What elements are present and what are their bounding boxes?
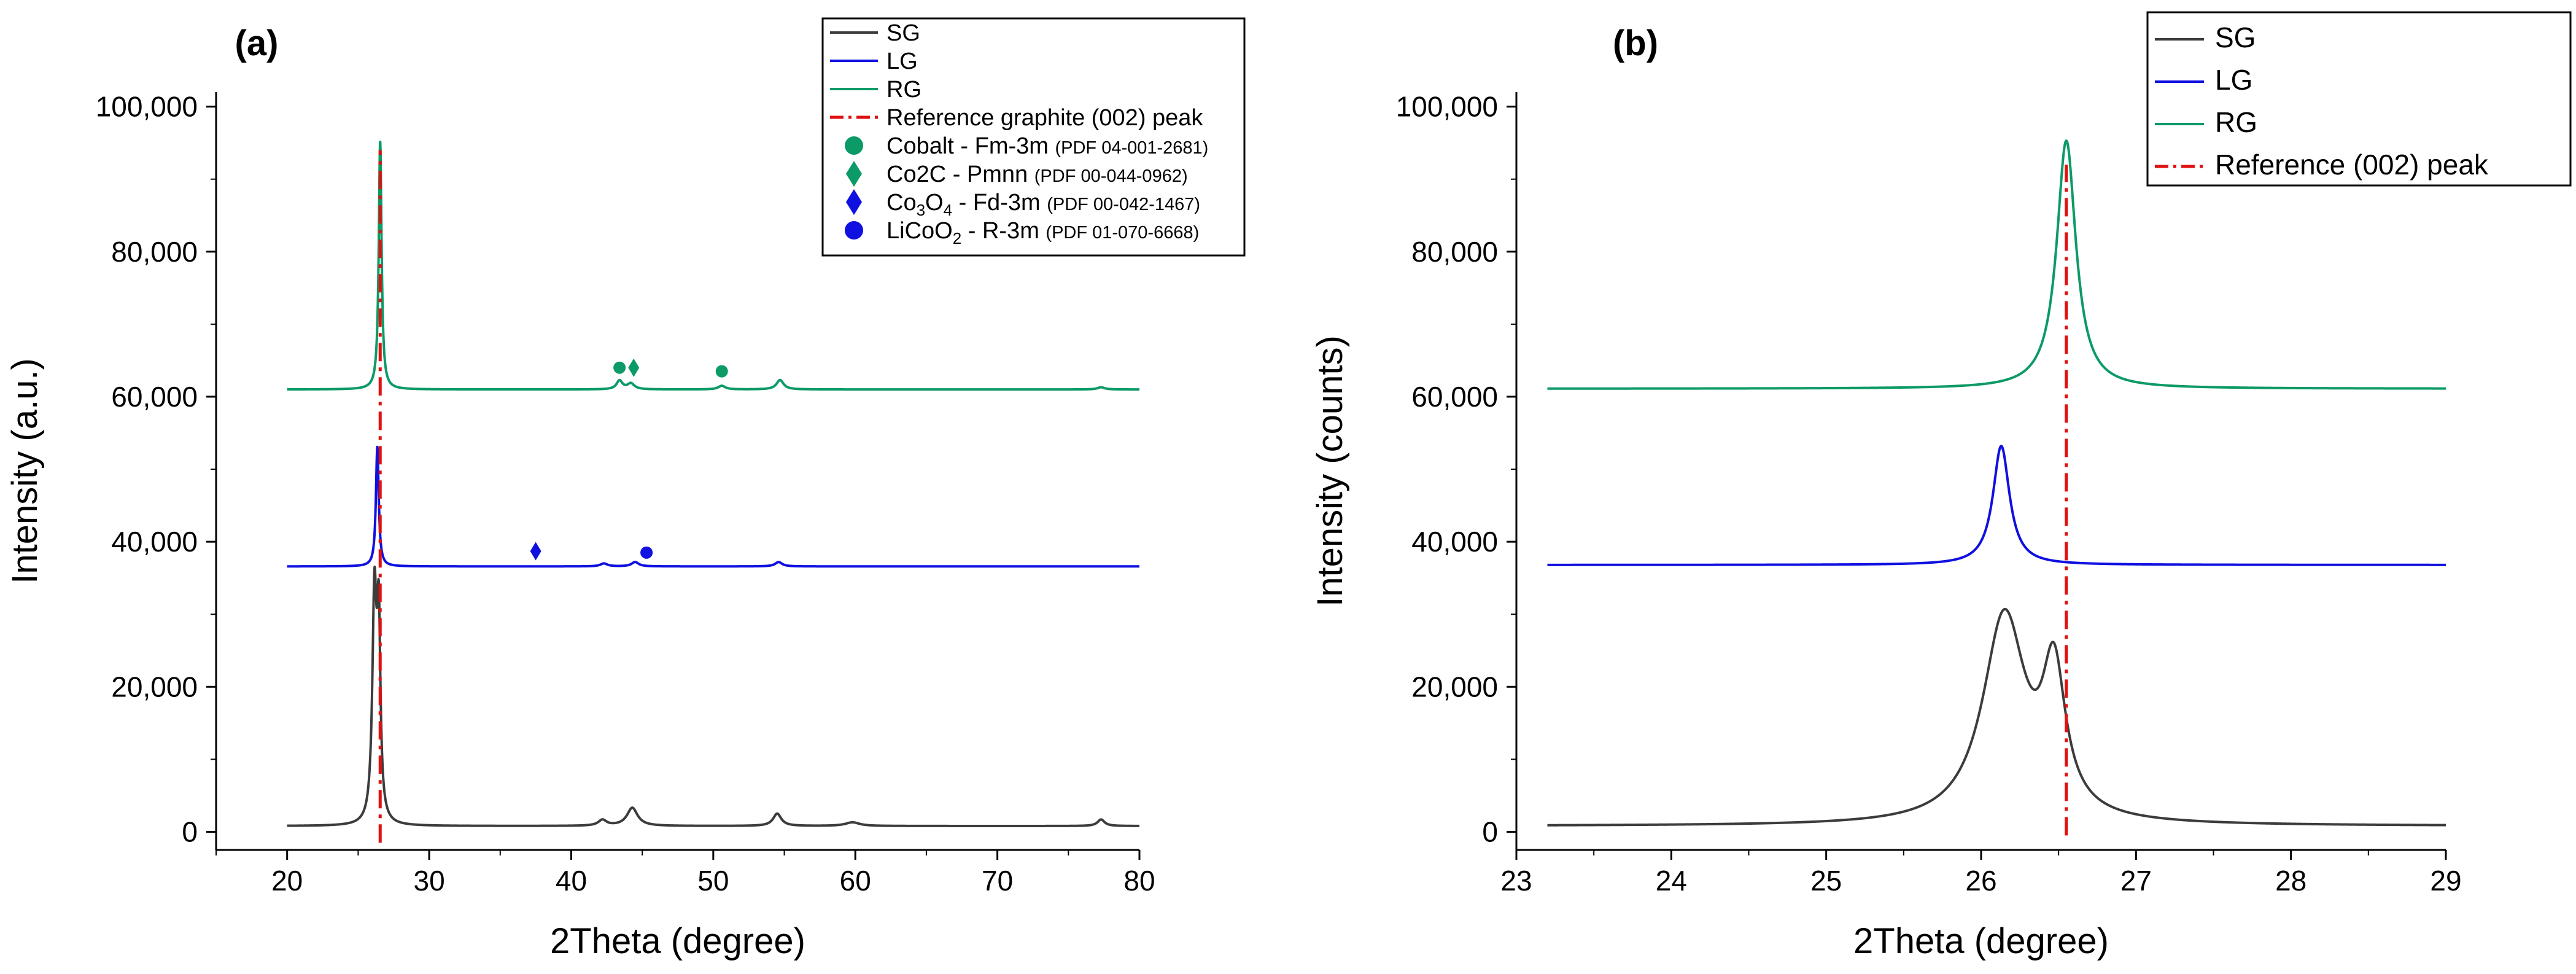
- legend-label-part: 3: [917, 201, 925, 219]
- legend-label-part: 4: [944, 201, 952, 219]
- x-tick-label: 60: [840, 865, 871, 897]
- legend-label-part: (PDF 00-042-1467): [1047, 195, 1200, 214]
- legend-label-part: LG: [2215, 64, 2252, 96]
- x-tick-label: 20: [271, 865, 303, 897]
- x-tick-label: 25: [1810, 865, 1842, 897]
- panel-a: (a) 20 30 40 50 60 70 80 0 20,000 40,000 60,000 80,0…: [5, 17, 1246, 961]
- legend: SG LG RG Reference (002) peak: [2146, 11, 2572, 187]
- legend-label-part: LiCoO: [886, 218, 953, 244]
- legend-label-part: [1049, 133, 1055, 159]
- x-tick-label: 40: [556, 865, 587, 897]
- panel-b: (b) 23 24 25 26 27 28 29 0 20,000 40,000 60,000 80,0…: [1310, 11, 2572, 961]
- y-axis-title: Intensity (a.u.): [5, 358, 45, 583]
- legend-label-part: Cobalt - Fm-3m: [886, 133, 1049, 159]
- x-tick-label: 70: [982, 865, 1013, 897]
- legend-box: [821, 17, 1246, 257]
- y-tick-label: 100,000: [96, 91, 198, 123]
- legend-label-part: (PDF 00-044-0962): [1034, 166, 1188, 186]
- x-axis-title: 2Theta (degree): [1853, 921, 2109, 961]
- legend-label-part: Co2C - Pmnn: [886, 162, 1028, 187]
- series-sg-line: [1546, 607, 2447, 827]
- phase-marker-circle: [715, 365, 728, 378]
- legend-label: RG: [2215, 106, 2257, 138]
- legend-label-part: (PDF 04-001-2681): [1055, 138, 1208, 158]
- legend-label-part: (PDF 01-070-6668): [1046, 223, 1199, 243]
- y-tick-label: 80,000: [1411, 236, 1498, 268]
- y-tick-label: 60,000: [1411, 381, 1498, 413]
- y-tick-label: 40,000: [1411, 526, 1498, 558]
- y-tick-label: 20,000: [111, 671, 198, 703]
- y-tick-label: 40,000: [111, 526, 198, 558]
- legend-marker-circle: [845, 221, 863, 240]
- legend-label: LG: [2215, 64, 2252, 96]
- legend-marker-diamond: [846, 161, 862, 187]
- legend-label-part: - R-3m: [961, 218, 1039, 244]
- legend-label: SG: [886, 20, 920, 46]
- legend-box: [2146, 11, 2572, 187]
- legend-label: LiCoO2 - R-3m (PDF 01-070-6668): [886, 218, 1199, 247]
- phase-marker-circle: [640, 546, 653, 559]
- panel-label: (a): [235, 23, 279, 63]
- legend-label-part: O: [925, 190, 944, 216]
- series-rg-line: [286, 140, 1141, 391]
- legend-label: Reference graphite (002) peak: [886, 105, 1203, 131]
- phase-marker-circle: [613, 361, 626, 374]
- x-tick-label: 30: [413, 865, 444, 897]
- series-lg-line: [286, 445, 1141, 568]
- phase-marker-diamond: [628, 358, 640, 377]
- legend-label-part: SG: [886, 20, 920, 46]
- legend-label: Co2C - Pmnn (PDF 00-044-0962): [886, 162, 1188, 187]
- legend-label: RG: [886, 77, 921, 103]
- legend-marker-circle: [845, 136, 863, 155]
- legend-label-part: RG: [2215, 106, 2257, 138]
- y-tick-label: 100,000: [1396, 91, 1498, 123]
- legend-label-part: - Fd-3m: [952, 190, 1041, 216]
- x-tick-label: 28: [2275, 865, 2306, 897]
- y-tick-label: 0: [182, 816, 198, 847]
- x-tick-label: 24: [1656, 865, 1687, 897]
- legend-label-part: 2: [953, 229, 961, 247]
- phase-marker-diamond: [530, 542, 541, 561]
- legend-marker-diamond: [846, 189, 862, 215]
- panel-label: (b): [1613, 23, 1658, 63]
- legend-label: Cobalt - Fm-3m (PDF 04-001-2681): [886, 133, 1208, 159]
- legend-label-part: [1039, 218, 1046, 244]
- legend-label-part: Co: [886, 190, 917, 216]
- legend-label-part: RG: [886, 77, 921, 103]
- legend-label-part: SG: [2215, 21, 2256, 53]
- x-tick-label: 29: [2430, 865, 2461, 897]
- legend-label-part: [1041, 190, 1047, 216]
- x-tick-label: 26: [1965, 865, 1996, 897]
- legend-label-part: Reference graphite (002) peak: [886, 105, 1203, 131]
- legend-label: SG: [2215, 21, 2256, 53]
- series-lg-line: [1546, 445, 2447, 566]
- x-tick-label: 80: [1123, 865, 1155, 897]
- legend-label: Reference (002) peak: [2215, 149, 2489, 181]
- y-tick-label: 0: [1482, 816, 1498, 847]
- y-tick-label: 80,000: [111, 236, 198, 268]
- y-tick-label: 20,000: [1411, 671, 1498, 703]
- legend-label: LG: [886, 49, 918, 74]
- y-tick-label: 60,000: [111, 381, 198, 413]
- series-sg-line: [286, 565, 1141, 827]
- x-tick-label: 27: [2120, 865, 2152, 897]
- legend-label-part: [1028, 162, 1034, 187]
- legend-label-part: Reference (002) peak: [2215, 149, 2489, 181]
- series-rg-line: [1546, 139, 2447, 390]
- x-tick-label: 50: [697, 865, 729, 897]
- x-axis-title: 2Theta (degree): [550, 921, 805, 961]
- legend-label-part: LG: [886, 49, 918, 74]
- x-tick-label: 23: [1500, 865, 1532, 897]
- legend-label: Co3O4 - Fd-3m (PDF 00-042-1467): [886, 190, 1200, 219]
- y-axis-title: Intensity (counts): [1310, 335, 1350, 607]
